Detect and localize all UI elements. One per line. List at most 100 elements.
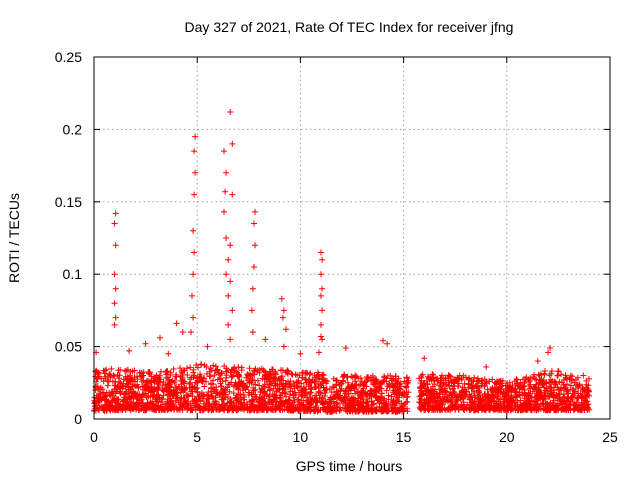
- data-point: [316, 394, 323, 401]
- data-point: [248, 380, 255, 387]
- data-point: [274, 395, 281, 402]
- data-point: [431, 403, 438, 410]
- data-point: [487, 397, 494, 404]
- data-point: [229, 191, 236, 198]
- x-tick-label: 5: [193, 429, 201, 445]
- data-point: [472, 407, 479, 414]
- data-point: [222, 402, 229, 409]
- data-point: [224, 407, 231, 414]
- data-point: [130, 393, 137, 400]
- data-point: [360, 403, 367, 409]
- data-point: [419, 401, 426, 408]
- data-point: [106, 401, 113, 408]
- data-point: [219, 370, 226, 377]
- data-point: [272, 403, 279, 410]
- data-point: [481, 383, 488, 390]
- data-point: [542, 368, 548, 374]
- data-point: [544, 401, 551, 408]
- data-point: [565, 390, 572, 397]
- data-point: [122, 368, 128, 375]
- data-point: [307, 389, 314, 396]
- data-point: [423, 377, 430, 384]
- data-point: [136, 369, 143, 376]
- data-point: [252, 242, 258, 249]
- data-point: [404, 375, 411, 382]
- data-point: [339, 377, 346, 384]
- data-point: [175, 383, 182, 390]
- data-point: [319, 285, 326, 292]
- data-point: [241, 382, 248, 389]
- data-point: [470, 390, 477, 396]
- data-point: [546, 407, 553, 414]
- data-point: [305, 408, 311, 414]
- data-point: [192, 133, 199, 140]
- data-point: [328, 389, 335, 396]
- data-point: [564, 395, 571, 402]
- data-point: [431, 381, 438, 388]
- data-point: [586, 375, 592, 382]
- data-point: [289, 388, 296, 395]
- data-point: [341, 372, 348, 379]
- data-point: [317, 389, 323, 396]
- data-point: [459, 389, 466, 396]
- data-point: [252, 393, 259, 400]
- data-point: [560, 399, 567, 406]
- grid-lines: [94, 57, 610, 419]
- data-point: [238, 364, 245, 371]
- data-point: [180, 387, 187, 394]
- data-point: [100, 389, 107, 396]
- data-point: [399, 402, 406, 409]
- data-point: [295, 407, 302, 414]
- data-point: [489, 386, 496, 393]
- data-point: [486, 378, 493, 385]
- data-point: [120, 376, 127, 383]
- data-point: [404, 398, 411, 405]
- data-point: [383, 387, 390, 394]
- data-point: [534, 395, 541, 402]
- data-point: [317, 407, 324, 413]
- data-point: [188, 406, 195, 413]
- data-point: [229, 373, 236, 380]
- data-point: [348, 373, 355, 380]
- data-point: [344, 379, 351, 386]
- data-point: [252, 381, 259, 388]
- data-point: [424, 381, 431, 388]
- data-point: [181, 378, 188, 385]
- data-point: [308, 396, 315, 403]
- data-point: [156, 384, 163, 390]
- data-point: [187, 376, 194, 383]
- data-point: [271, 392, 278, 399]
- data-point: [261, 399, 268, 406]
- data-point: [144, 381, 151, 388]
- data-point: [267, 386, 274, 393]
- data-point: [361, 382, 368, 389]
- data-point: [235, 399, 242, 406]
- data-point: [585, 382, 592, 389]
- data-point: [517, 397, 524, 404]
- data-point: [423, 392, 430, 399]
- data-point: [177, 398, 184, 404]
- chart-title: Day 327 of 2021, Rate Of TEC Index for r…: [185, 19, 514, 35]
- data-point: [428, 376, 435, 383]
- data-point: [505, 384, 512, 391]
- data-point: [444, 398, 451, 405]
- data-point: [541, 370, 548, 377]
- data-point: [352, 378, 359, 385]
- data-point: [230, 365, 237, 372]
- data-point: [140, 407, 147, 414]
- data-point: [139, 386, 146, 393]
- data-point: [273, 406, 280, 412]
- data-point: [393, 399, 400, 406]
- data-point: [276, 381, 283, 388]
- data-point: [97, 390, 104, 397]
- data-point: [205, 391, 212, 398]
- data-point: [492, 389, 499, 396]
- data-point: [112, 390, 119, 397]
- data-point: [539, 396, 546, 403]
- data-point: [201, 392, 207, 399]
- data-point: [378, 408, 385, 414]
- data-point: [560, 381, 567, 388]
- data-point: [126, 347, 133, 354]
- data-point: [297, 350, 304, 357]
- data-point: [397, 380, 404, 387]
